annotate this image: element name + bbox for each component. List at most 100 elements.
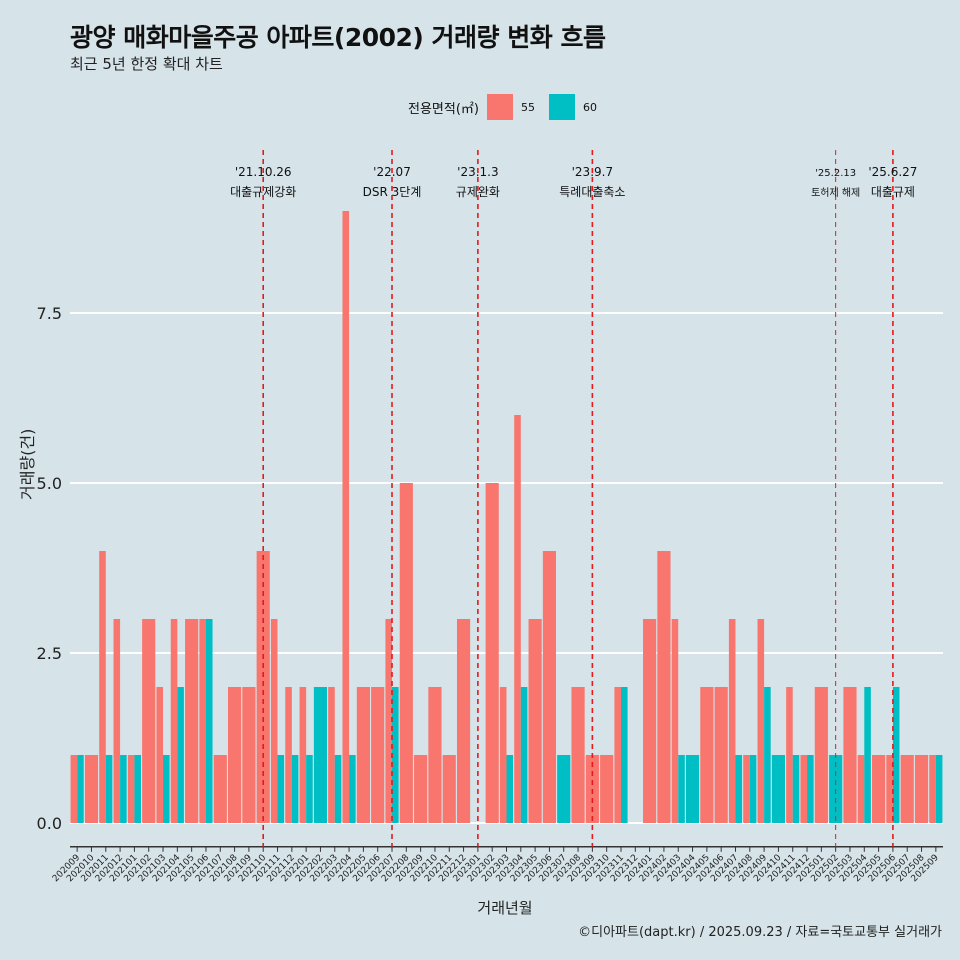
bar-60-202504 [864, 687, 871, 823]
bar-55-202102 [142, 619, 156, 823]
bar-55-202109 [242, 687, 256, 823]
source-caption: ©디아파트(dapt.kr) / 2025.09.23 / 자료=국토교통부 실… [578, 925, 942, 940]
bar-55-202303 [499, 687, 507, 823]
bar-55-202204 [342, 211, 350, 823]
bar-55-202009 [70, 755, 78, 823]
bar-60-202407 [735, 755, 743, 823]
bar-55-202405 [700, 687, 714, 823]
legend-title: 전용면적(㎡) [408, 101, 479, 117]
bar-60-202203 [334, 755, 342, 823]
bar-55-202101 [127, 755, 135, 823]
bar-55-202503 [843, 687, 857, 823]
bar-55-202210 [428, 687, 442, 823]
y-tick-label: 0.0 [37, 814, 62, 833]
bar-60-202201 [306, 755, 313, 823]
bar-55-202403 [671, 619, 679, 823]
bar-55-202111 [270, 619, 278, 823]
bar-60-202303 [506, 755, 514, 823]
bar-60-202009 [77, 755, 84, 823]
bar-55-202304 [514, 415, 521, 823]
bar-55-202106 [199, 619, 206, 823]
event-date: '25.6.27 [868, 165, 917, 179]
bar-55-202412 [800, 755, 808, 823]
event-label: 대출규제 [871, 185, 915, 199]
legend-key-60 [548, 94, 575, 120]
bar-55-202411 [786, 687, 793, 823]
y-axis-label: 거래량(건) [18, 428, 37, 500]
bar-55-202306 [542, 551, 557, 823]
bar-60-202411 [792, 755, 800, 823]
y-tick-label: 5.0 [37, 474, 62, 493]
bar-60-202307 [557, 755, 571, 823]
legend-label-55: 55 [520, 100, 535, 114]
legend: 전용면적(㎡) 55 60 [408, 93, 611, 121]
event-label: 규제완화 [456, 185, 500, 199]
bar-55-202501 [814, 687, 828, 823]
legend-label-60: 60 [582, 100, 597, 114]
bar-60-202509 [935, 755, 943, 823]
bar-60-202202 [313, 687, 328, 823]
bar-55-202305 [528, 619, 542, 823]
bar-55-202205 [356, 687, 370, 823]
bar-60-202106 [205, 619, 213, 823]
bar-60-202101 [134, 755, 141, 823]
event-date: '21.10.26 [235, 165, 292, 179]
event-label: 토허제 해제 [811, 186, 860, 199]
bar-55-202207 [385, 619, 393, 823]
bar-55-202504 [857, 755, 865, 823]
bar-55-202010 [84, 755, 99, 823]
bar-60-202408 [749, 755, 757, 823]
event-date: '25.2.13 [815, 168, 856, 179]
bar-60-202403 [678, 755, 685, 823]
x-axis-label: 거래년월 [477, 899, 533, 917]
bar-60-202104 [177, 687, 184, 823]
chart-title: 광양 매화마을주공 아파트(2002) 거래량 변화 흐름 [70, 23, 606, 52]
bar-60-202311 [620, 687, 628, 823]
bar-60-202011 [105, 755, 113, 823]
bar-55-202103 [156, 687, 164, 823]
bar-55-202402 [657, 551, 671, 823]
bar-55-202407 [728, 619, 736, 823]
bar-55-202201 [299, 687, 307, 823]
bar-55-202203 [328, 687, 335, 823]
bar-60-202112 [291, 755, 299, 823]
bar-55-202310 [600, 755, 614, 823]
bar-55-202509 [929, 755, 936, 823]
bar-55-202505 [872, 755, 886, 823]
bar-60-202410 [771, 755, 786, 823]
bar-55-202012 [113, 619, 121, 823]
bar-60-202111 [277, 755, 285, 823]
event-date: '22.07 [373, 165, 411, 179]
legend-key-55 [486, 94, 513, 120]
bar-55-202112 [285, 687, 292, 823]
bar-55-202302 [485, 483, 499, 823]
event-date: '23.1.3 [457, 165, 498, 179]
y-tick-label: 7.5 [37, 304, 62, 323]
bar-60-202412 [807, 755, 814, 823]
bar-60-202103 [163, 755, 170, 823]
bar-55-202408 [743, 755, 750, 823]
bar-55-202507 [900, 755, 914, 823]
bar-60-202404 [685, 755, 700, 823]
bar-55-202011 [99, 551, 106, 823]
event-date: '23.9.7 [572, 165, 613, 179]
bar-55-202401 [643, 619, 657, 823]
bar-55-202104 [170, 619, 178, 823]
y-tick-label: 2.5 [37, 644, 62, 663]
bar-55-202211 [442, 755, 456, 823]
bar-55-202409 [757, 619, 765, 823]
bar-55-202209 [414, 755, 428, 823]
event-label: DSR 3단계 [363, 185, 422, 199]
bar-55-202206 [371, 687, 385, 823]
bar-55-202105 [185, 619, 199, 823]
bar-60-202207 [392, 687, 399, 823]
bar-60-202506 [892, 687, 900, 823]
bar-55-202212 [456, 619, 471, 823]
bar-55-202110 [256, 551, 270, 823]
bar-55-202506 [886, 755, 893, 823]
bar-55-202107 [213, 755, 227, 823]
bar-55-202308 [571, 687, 585, 823]
bar-55-202208 [399, 483, 413, 823]
event-label: 특례대출축소 [559, 185, 625, 199]
